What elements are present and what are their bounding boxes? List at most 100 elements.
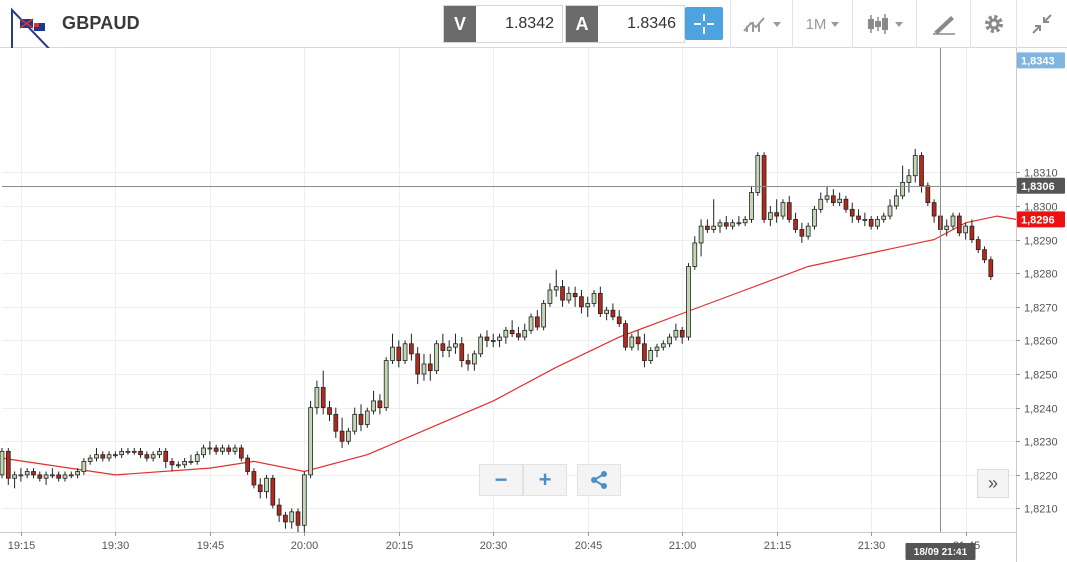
candle	[843, 195, 849, 213]
candle	[465, 353, 471, 371]
zoom-out-button[interactable]: −	[479, 464, 523, 496]
candle-body	[194, 454, 200, 462]
candle	[125, 447, 131, 455]
candle-body	[18, 474, 24, 477]
candle	[264, 474, 269, 499]
candle	[912, 148, 918, 183]
candle	[875, 216, 880, 230]
candle-body	[346, 430, 351, 442]
candle-body	[585, 303, 591, 308]
candle	[150, 451, 156, 462]
candle	[251, 468, 257, 489]
candle	[175, 461, 181, 469]
candle-body	[963, 225, 968, 234]
candle-body	[919, 155, 924, 187]
candle	[799, 222, 805, 243]
drawing-tools-icon	[932, 16, 955, 35]
ma-price-tag: 1,8296	[1017, 211, 1065, 228]
candle	[818, 192, 824, 213]
candle	[717, 219, 723, 233]
candle-body	[113, 454, 118, 457]
candle	[270, 474, 276, 509]
candle-body	[831, 195, 836, 204]
candle	[100, 451, 106, 462]
candle	[698, 219, 704, 257]
candle-body	[270, 477, 276, 506]
time-label: 20:45	[575, 540, 603, 552]
candle-body	[119, 450, 125, 456]
candle	[43, 471, 49, 485]
candle-body	[837, 198, 843, 204]
candle	[516, 326, 521, 341]
price-label: 1,8270	[1024, 303, 1058, 315]
chevron-down-icon	[773, 21, 781, 27]
ask-price-tag: 1,8343	[1017, 52, 1065, 69]
collapse-button[interactable]	[1016, 0, 1067, 48]
candle-body	[956, 215, 962, 234]
candle	[358, 404, 364, 432]
candle-body	[881, 215, 887, 220]
price-label: 1,8290	[1024, 236, 1058, 248]
candle-body	[522, 329, 528, 338]
share-button[interactable]	[577, 464, 621, 496]
candle-body	[925, 185, 931, 204]
candle	[194, 451, 200, 465]
bid-quote[interactable]: V 1.8342	[443, 5, 563, 43]
candle-body	[497, 336, 502, 341]
time-axis: 19:15 19:30 19:45 20:00 20:15 20:30 20:45 21:00…	[0, 532, 1016, 552]
candle-body	[975, 239, 981, 251]
crosshair-button[interactable]	[685, 7, 723, 40]
candle-body	[553, 286, 559, 291]
candle	[969, 219, 975, 243]
candle-body	[950, 215, 956, 227]
candle	[925, 182, 931, 206]
candle-body	[150, 454, 156, 459]
candle	[768, 205, 773, 227]
chevron-down-icon	[895, 21, 903, 27]
candle	[761, 152, 767, 223]
candle-body	[383, 360, 389, 409]
collapse-icon	[1032, 14, 1052, 34]
candle-body	[579, 296, 584, 308]
settings-button[interactable]	[970, 0, 1016, 48]
price-axis-bg	[1016, 48, 1067, 562]
candle	[503, 326, 509, 344]
crosshair-time-tag: 18/09 21:41	[905, 543, 976, 560]
candle-body	[755, 155, 761, 193]
candle-body	[402, 343, 408, 361]
candle-body	[534, 316, 540, 328]
candle-body	[768, 212, 773, 220]
drawing-tools-button[interactable]	[916, 0, 970, 48]
scroll-to-latest-button[interactable]: »	[977, 469, 1009, 498]
candle-body	[264, 477, 269, 493]
candle	[868, 216, 874, 230]
candle-body	[295, 511, 301, 526]
candle	[497, 333, 502, 348]
candle-body	[623, 323, 628, 348]
candle	[837, 192, 843, 206]
candle	[5, 447, 11, 485]
candle-body	[175, 464, 181, 467]
candle	[956, 212, 962, 237]
plus-icon: +	[538, 467, 552, 492]
ask-quote[interactable]: A 1.8346	[565, 5, 685, 43]
candle	[862, 212, 868, 227]
chart-grid	[0, 48, 1067, 532]
timeframe-button[interactable]: 1M	[792, 0, 852, 48]
candle	[138, 447, 143, 459]
candle-body	[648, 350, 654, 361]
chart-type-button[interactable]	[730, 0, 792, 48]
zoom-in-button[interactable]: +	[523, 464, 567, 496]
chevron-down-icon	[831, 21, 840, 27]
indicators-button[interactable]	[852, 0, 916, 48]
price-label: 1,8210	[1024, 504, 1058, 516]
candle-body	[679, 329, 685, 338]
candle	[308, 400, 313, 479]
candle	[547, 283, 553, 307]
candle-body	[62, 474, 68, 479]
candle	[786, 195, 792, 223]
candle	[446, 340, 452, 358]
candle-body	[616, 316, 622, 325]
candle-body	[635, 336, 641, 345]
